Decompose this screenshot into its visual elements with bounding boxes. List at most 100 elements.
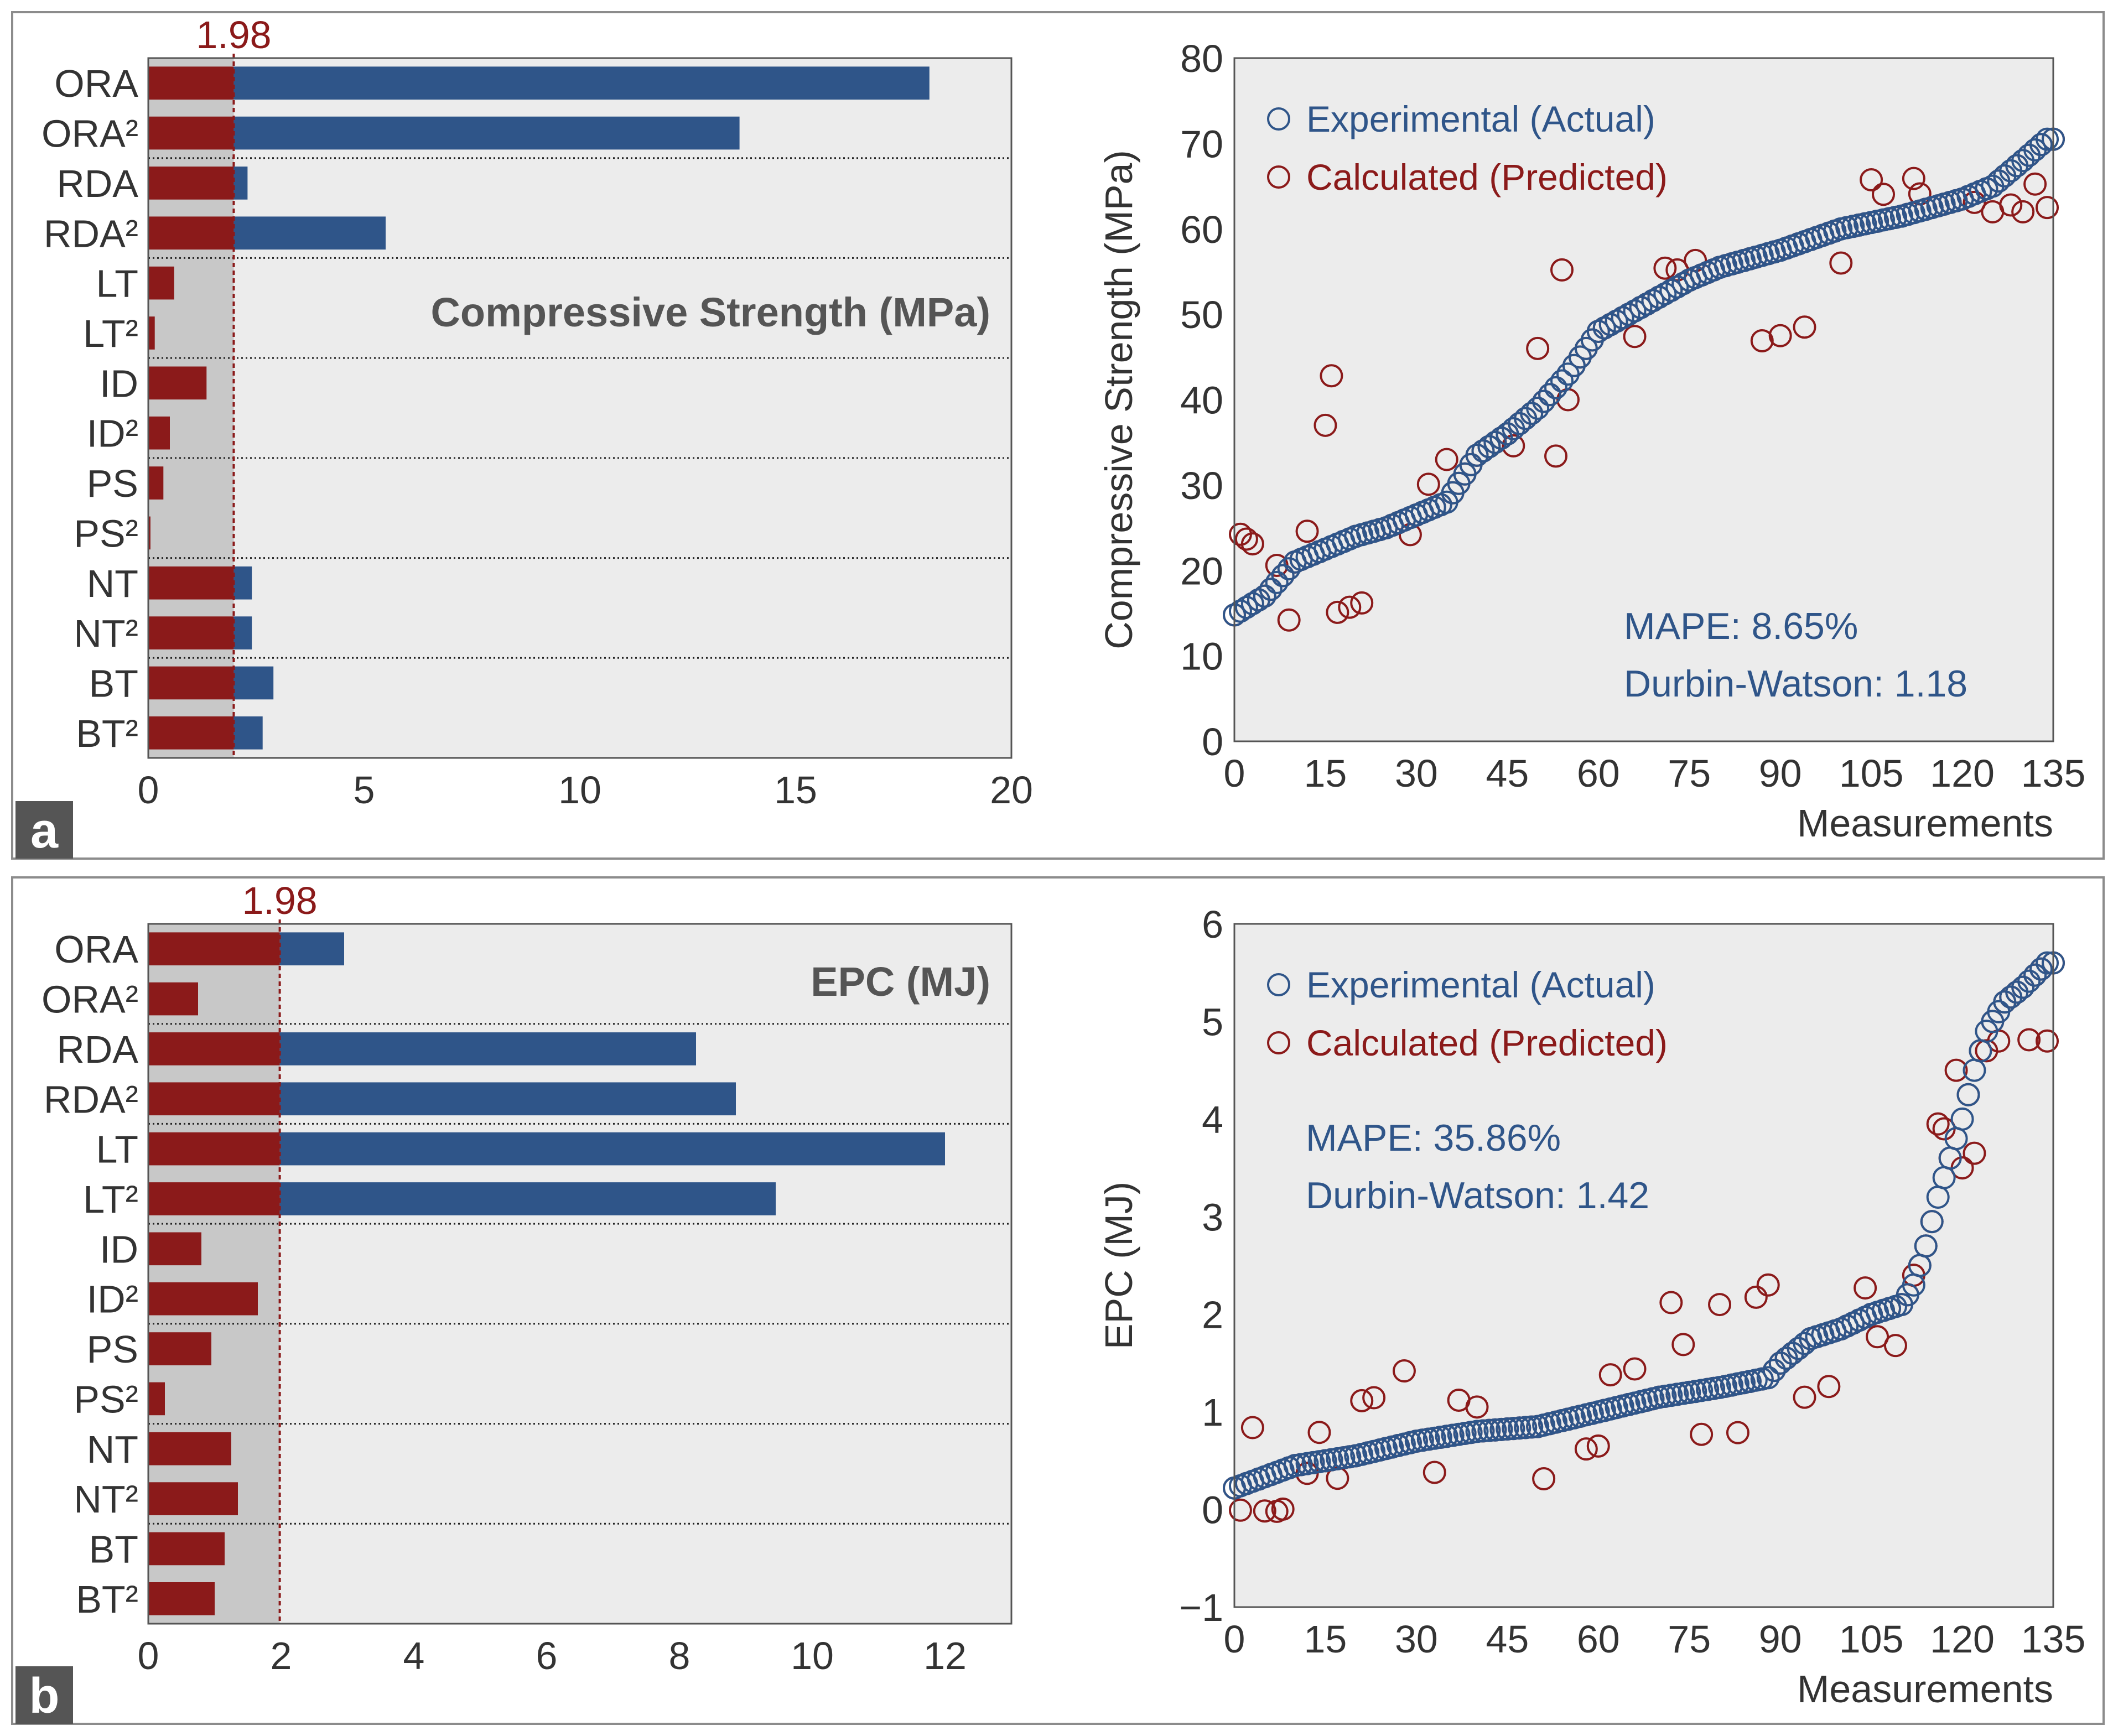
x-axis-title: Measurements (1797, 1667, 2053, 1711)
category-label: ORA (54, 62, 138, 105)
actual-point (1920, 1210, 1944, 1234)
category-label: RDA² (44, 1078, 138, 1121)
panel-b-letter-box (15, 1666, 73, 1724)
actual-point (1756, 1366, 1780, 1390)
category-label: NT² (74, 1478, 138, 1521)
category-label: RDA (56, 1028, 138, 1071)
predicted-point (1502, 434, 1525, 458)
bar-ORA²-above-threshold (233, 116, 740, 150)
predicted-point (1574, 1437, 1598, 1461)
bar-ORA-above-threshold (233, 66, 930, 100)
actual-point (2011, 975, 2035, 999)
x-tick-label: 135 (2021, 1618, 2086, 1661)
predicted-point (1768, 324, 1792, 347)
predicted-point (1866, 1325, 1889, 1349)
bar-RDA²-above-threshold (233, 216, 386, 250)
x-tick-label: 10 (791, 1634, 834, 1677)
predicted-point (1860, 168, 1883, 191)
category-label: BT² (76, 712, 138, 755)
predicted-point (1817, 1375, 1841, 1399)
actual-point (2029, 133, 2053, 157)
bar-NT²-below-threshold (148, 616, 234, 649)
predicted-point (1465, 1395, 1489, 1419)
plot-border (147, 923, 1013, 1625)
durbin-watson-stat: Durbin-Watson: 1.18 (1624, 663, 1967, 705)
predicted-point (2036, 196, 2059, 220)
predicted-point (1793, 1385, 1816, 1409)
y-tick-label: 6 (1202, 903, 1223, 946)
predicted-point (1526, 336, 1550, 360)
bar-RDA-below-threshold (148, 167, 234, 200)
bar-BT²-below-threshold (148, 716, 234, 750)
predicted-point (1744, 1285, 1768, 1309)
predicted-point (1854, 1276, 1877, 1300)
bar-PS-below-threshold (148, 1332, 211, 1365)
x-tick-label: 90 (1759, 752, 1802, 795)
predicted-point (1271, 1497, 1295, 1521)
actual-point (1240, 592, 1264, 616)
actual-point (1623, 299, 1647, 323)
bar-NT-above-threshold (233, 566, 252, 600)
bar-ID-below-threshold (148, 1232, 201, 1266)
plot-border (147, 57, 1013, 759)
predicted-point (1829, 251, 1853, 275)
y-tick-label: 1 (1202, 1391, 1223, 1434)
plot-area (148, 58, 1011, 758)
bar-LT-above-threshold (279, 1132, 946, 1166)
bar-ORA²-below-threshold (148, 982, 198, 1016)
bar-ORA-below-threshold (148, 66, 234, 100)
threshold-label: 1.98 (196, 13, 271, 56)
x-tick-label: 8 (669, 1634, 691, 1677)
actual-point (1617, 303, 1640, 326)
bar-ORA-above-threshold (279, 932, 344, 965)
scatter-chart-epc: 0 15 30 45 60 75 90 105 120 135−10123456Measureme… (1097, 903, 2085, 1711)
actual-point (1477, 435, 1501, 459)
predicted-point (1295, 519, 1319, 543)
plot-border (1233, 923, 2054, 1608)
predicted-point (1277, 608, 1301, 632)
bar-ORA-below-threshold (148, 932, 280, 965)
bar-RDA²-below-threshold (148, 1082, 280, 1116)
actual-point (1520, 1415, 1544, 1439)
actual-point (1520, 402, 1544, 425)
bar-ID-below-threshold (148, 366, 207, 400)
predicted-point (1671, 1333, 1695, 1356)
predicted-point (1416, 472, 1440, 496)
actual-point (2017, 969, 2041, 993)
actual-point (1665, 275, 1689, 299)
predicted-point (1326, 600, 1349, 624)
bar-LT-below-threshold (148, 266, 174, 300)
y-tick-label: 2 (1202, 1293, 1223, 1337)
bar-ORA²-below-threshold (148, 116, 234, 150)
predicted-point (1598, 1363, 1622, 1387)
predicted-point (1228, 1498, 1252, 1522)
x-tick-label: 135 (2021, 752, 2086, 795)
chart-title: EPC (MJ) (811, 959, 990, 1005)
scatter-chart-compressive: 0 15 30 45 60 75 90 105 120 135 0 10 20 30 40 50 60 70 80 M… (1097, 37, 2085, 845)
legend-label-actual: Experimental (Actual) (1306, 98, 1655, 139)
panel-a-letter-box (15, 801, 73, 859)
predicted-point (1793, 315, 1816, 339)
actual-point (1259, 578, 1283, 601)
actual-point (1489, 1417, 1513, 1441)
x-tick-label: 4 (403, 1634, 425, 1677)
x-tick-label: 60 (1577, 752, 1620, 795)
predicted-point (1926, 1112, 1950, 1136)
x-tick-label: 10 (558, 768, 601, 812)
actual-point (1496, 1417, 1519, 1441)
bar-NT-below-threshold (148, 566, 234, 600)
actual-point (1483, 430, 1507, 454)
durbin-watson-stat: Durbin-Watson: 1.42 (1306, 1174, 1649, 1217)
category-label: LT (96, 262, 139, 305)
legend-marker-actual (1267, 973, 1290, 996)
bar-BT²-above-threshold (233, 716, 263, 750)
actual-point (1532, 389, 1556, 413)
category-label: RDA (56, 162, 138, 205)
bar-LT²-above-threshold (279, 1182, 776, 1215)
category-label: NT (87, 562, 138, 605)
category-label: LT (96, 1128, 139, 1171)
chart-title: Compressive Strength (MPa) (430, 289, 990, 335)
predicted-point (1963, 190, 1986, 214)
actual-point (1659, 278, 1683, 302)
y-tick-label: 50 (1180, 293, 1223, 336)
